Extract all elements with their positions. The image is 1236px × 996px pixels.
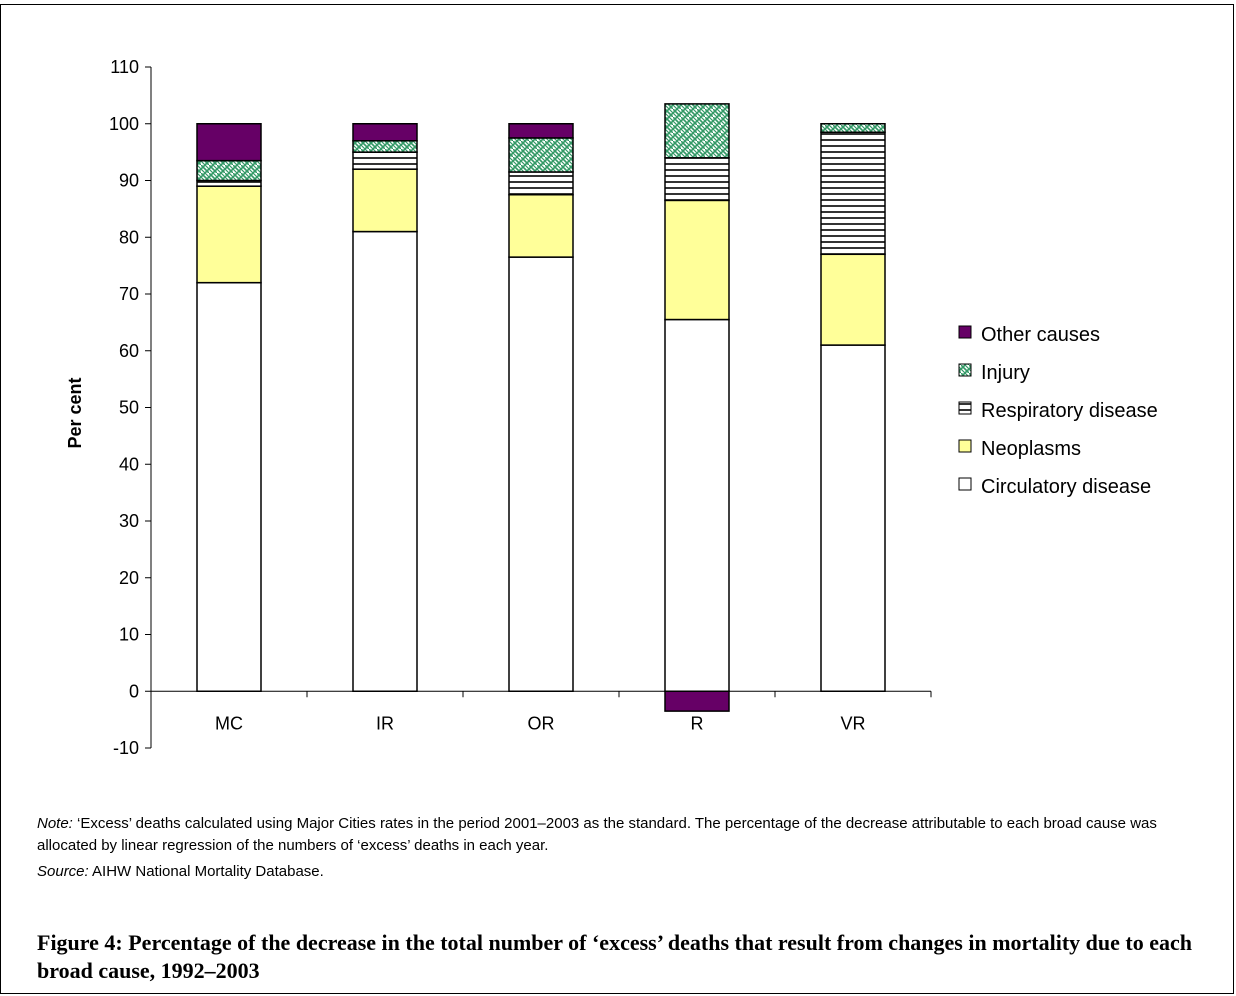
legend-swatch xyxy=(958,439,972,453)
legend-label: Respiratory disease xyxy=(981,400,1158,422)
bar-segment xyxy=(664,199,730,321)
bar-segment xyxy=(508,123,574,139)
x-tick-label: VR xyxy=(840,713,865,733)
bar-segment xyxy=(508,256,574,693)
legend-swatch xyxy=(958,477,972,491)
figure-frame: -10 0 10 20 30 40 50 60 70 80 90 100 110 MC IR OR R VR P… xyxy=(0,4,1234,994)
bars xyxy=(196,103,886,712)
legend-label: Other causes xyxy=(981,324,1100,346)
bar-segment xyxy=(820,344,886,692)
bar-segment xyxy=(352,168,418,233)
bar-segment xyxy=(664,103,730,159)
bar-segment xyxy=(352,151,418,170)
bar-segment xyxy=(820,253,886,346)
bar-segment xyxy=(508,193,574,258)
y-tick-label: -10 xyxy=(113,738,139,758)
y-tick-label: 0 xyxy=(129,681,139,701)
bar-segment xyxy=(820,131,886,256)
bar-segment xyxy=(664,318,730,692)
source-paragraph: Source: AIHW National Mortality Database… xyxy=(37,861,1197,883)
bar-segment xyxy=(352,140,418,153)
legend-item: Respiratory disease xyxy=(958,400,1158,422)
legend-label: Neoplasms xyxy=(981,438,1081,460)
bar-segment xyxy=(664,690,730,712)
bar-stack xyxy=(820,123,886,692)
x-tick-label: R xyxy=(691,713,704,733)
y-tick-label: 40 xyxy=(119,454,139,474)
y-tick-label: 70 xyxy=(119,284,139,304)
legend-swatch xyxy=(958,325,972,339)
y-tick-label: 10 xyxy=(119,625,139,645)
bar-stack xyxy=(664,103,730,712)
source-text: AIHW National Mortality Database. xyxy=(88,863,324,880)
figure-caption: Figure 4: Percentage of the decrease in … xyxy=(37,930,1193,983)
y-tick-label: 30 xyxy=(119,511,139,531)
y-tick-label: 110 xyxy=(110,57,139,77)
y-tick-label: 60 xyxy=(119,341,139,361)
bar-segment xyxy=(508,137,574,173)
stacked-bar-chart: -10 0 10 20 30 40 50 60 70 80 90 100 110 MC IR OR R VR P… xyxy=(65,57,1158,758)
bar-segment xyxy=(196,159,262,182)
x-tick-label: OR xyxy=(528,713,555,733)
bar-segment xyxy=(352,123,418,142)
bar-stack xyxy=(352,123,418,692)
y-tick-label: 90 xyxy=(119,171,139,191)
legend: Other causes Injury Respiratory disease Neo… xyxy=(958,324,1158,498)
source-label: Source: xyxy=(37,863,89,880)
y-tick-label: 100 xyxy=(109,114,139,134)
legend-label: Injury xyxy=(981,362,1030,384)
y-tick-label: 50 xyxy=(119,398,139,418)
bar-segment xyxy=(508,171,574,196)
x-tick-label: IR xyxy=(376,713,394,733)
legend-item: Circulatory disease xyxy=(958,476,1151,498)
legend-swatch xyxy=(958,401,972,415)
bar-segment xyxy=(196,123,262,162)
bar-segment xyxy=(196,179,262,187)
y-axis-title: Per cent xyxy=(65,377,85,448)
y-tick-label: 20 xyxy=(119,568,139,588)
note-text: ‘Excess’ deaths calculated using Major C… xyxy=(37,815,1157,854)
x-axis: MC IR OR R VR xyxy=(150,690,932,733)
x-tick-label: MC xyxy=(215,713,243,733)
y-tick-label: 80 xyxy=(119,227,139,247)
bar-segment xyxy=(664,157,730,202)
bar-stack xyxy=(196,123,262,692)
bar-segment xyxy=(820,123,886,134)
bar-segment xyxy=(352,230,418,692)
bar-segment xyxy=(196,185,262,284)
legend-label: Circulatory disease xyxy=(981,476,1151,498)
bar-stack xyxy=(508,123,574,693)
figure-notes: Note: ‘Excess’ deaths calculated using M… xyxy=(37,813,1197,887)
legend-item: Neoplasms xyxy=(958,438,1081,460)
legend-item: Injury xyxy=(958,362,1030,384)
note-label: Note: xyxy=(37,815,73,832)
y-axis: -10 0 10 20 30 40 50 60 70 80 90 100 110 xyxy=(109,57,152,758)
note-paragraph: Note: ‘Excess’ deaths calculated using M… xyxy=(37,813,1197,857)
legend-item: Other causes xyxy=(958,324,1100,346)
bar-segment xyxy=(196,281,262,692)
legend-swatch xyxy=(958,363,972,377)
